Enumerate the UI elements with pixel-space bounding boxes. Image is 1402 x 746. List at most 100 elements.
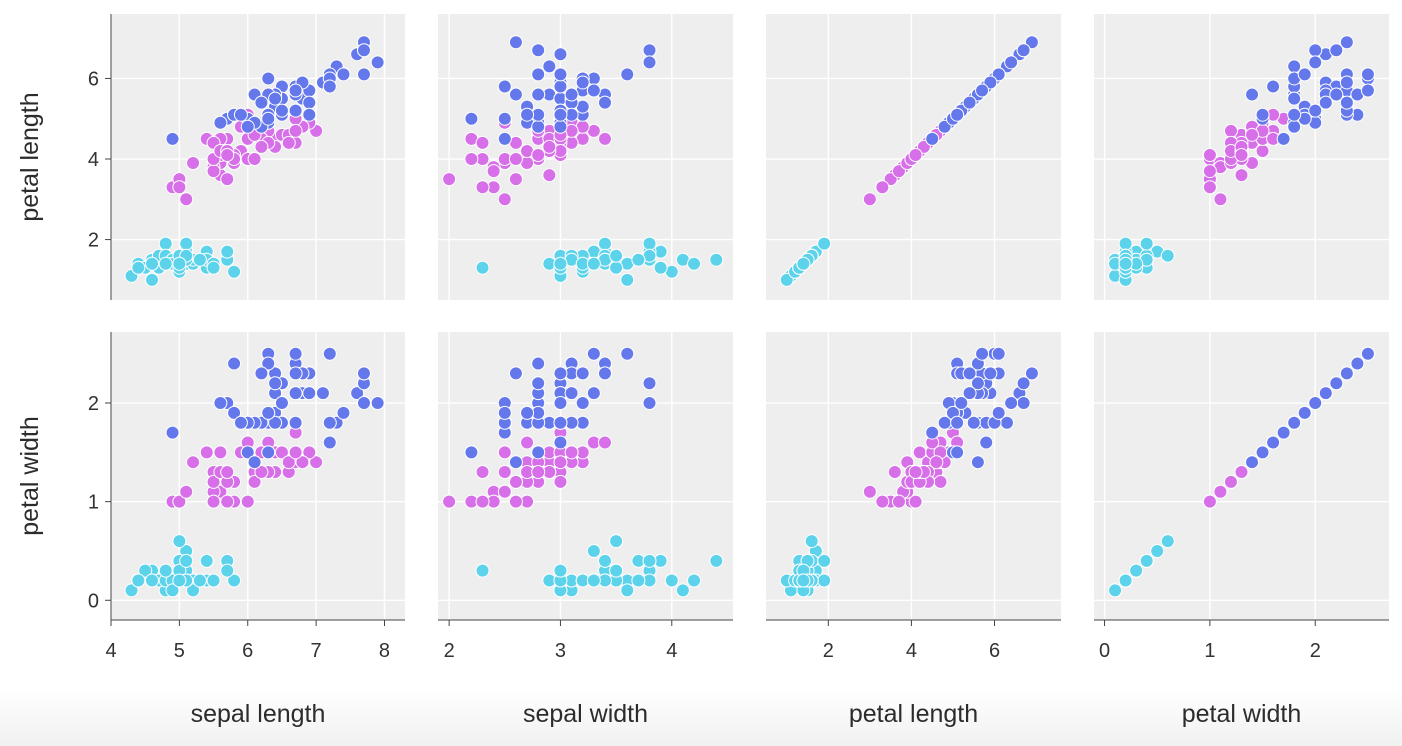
data-point-setosa [586, 256, 601, 271]
data-point-virginica [925, 425, 940, 440]
data-point-virginica [950, 107, 965, 122]
data-point-virginica [542, 59, 557, 74]
data-point-setosa [145, 272, 160, 287]
data-point-virginica [1245, 455, 1260, 470]
data-point-virginica [336, 405, 351, 420]
data-point-setosa [796, 256, 811, 271]
data-point-versicolor [1213, 484, 1228, 499]
data-point-virginica [227, 356, 242, 371]
data-point-setosa [687, 573, 702, 588]
data-point-virginica [553, 396, 568, 411]
data-point-virginica [620, 67, 635, 82]
data-point-virginica [1339, 95, 1354, 110]
data-point-virginica [1024, 366, 1039, 381]
data-point-setosa [172, 534, 187, 549]
data-point-setosa [192, 573, 207, 588]
data-point-setosa [475, 563, 490, 578]
data-point-versicolor [172, 494, 187, 509]
data-point-versicolor [908, 465, 923, 480]
data-point-setosa [172, 573, 187, 588]
x-tick-label: 3 [555, 640, 566, 662]
data-point-versicolor [1202, 180, 1217, 195]
data-point-setosa [642, 236, 657, 251]
data-point-virginica [336, 67, 351, 82]
data-point-virginica [315, 386, 330, 401]
data-point-virginica [497, 111, 512, 126]
x-tick-label: 5 [174, 640, 185, 662]
data-point-setosa [620, 583, 635, 598]
data-point-virginica [302, 386, 317, 401]
data-point-versicolor [475, 135, 490, 150]
data-point-virginica [950, 415, 965, 430]
data-point-setosa [553, 563, 568, 578]
data-point-versicolor [464, 152, 479, 167]
data-point-virginica [597, 366, 612, 381]
data-point-versicolor [597, 131, 612, 146]
data-point-virginica [322, 346, 337, 361]
data-point-virginica [1016, 376, 1031, 391]
data-point-versicolor [520, 435, 535, 450]
x-tick-label: 0 [1099, 640, 1110, 662]
data-point-virginica [586, 386, 601, 401]
data-point-versicolor [497, 465, 512, 480]
data-point-virginica [1245, 87, 1260, 102]
data-point-versicolor [1213, 192, 1228, 207]
data-point-virginica [597, 95, 612, 110]
data-point-versicolor [172, 180, 187, 195]
data-point-virginica [356, 396, 371, 411]
data-point-setosa [553, 256, 568, 271]
data-point-virginica [553, 47, 568, 62]
x-tick-label: 2 [823, 640, 834, 662]
data-point-versicolor [1234, 147, 1249, 162]
data-point-versicolor [553, 474, 568, 489]
data-point-virginica [531, 87, 546, 102]
y-tick-label: 2 [88, 393, 99, 415]
data-point-virginica [975, 346, 990, 361]
data-point-versicolor [206, 474, 221, 489]
x-axis-title-petal-width: petal width [1182, 700, 1302, 728]
data-point-virginica [962, 386, 977, 401]
x-tick-label: 4 [906, 640, 917, 662]
data-point-setosa [597, 236, 612, 251]
data-point-virginica [1308, 43, 1323, 58]
data-point-virginica [247, 455, 262, 470]
data-point-virginica [1350, 356, 1365, 371]
data-point-setosa [620, 272, 635, 287]
data-point-virginica [1329, 43, 1344, 58]
data-point-versicolor [247, 152, 262, 167]
data-point-setosa [1118, 256, 1133, 271]
data-point-versicolor [531, 465, 546, 480]
data-point-versicolor [288, 123, 303, 138]
x-tick-label: 4 [105, 640, 116, 662]
x-axis-title-sepal-length: sepal length [191, 700, 326, 728]
data-point-virginica [553, 119, 568, 134]
data-point-setosa [609, 534, 624, 549]
data-point-virginica [1360, 346, 1375, 361]
data-point-virginica [1339, 75, 1354, 90]
data-point-versicolor [220, 147, 235, 162]
x-tick-label: 8 [379, 640, 390, 662]
data-point-setosa [675, 583, 690, 598]
data-point-virginica [322, 79, 337, 94]
data-point-setosa [804, 534, 819, 549]
data-point-setosa [165, 583, 180, 598]
data-point-setosa [145, 256, 160, 271]
data-point-versicolor [1202, 494, 1217, 509]
data-point-virginica [954, 396, 969, 411]
data-point-virginica [950, 445, 965, 460]
data-point-virginica [531, 67, 546, 82]
data-point-setosa [131, 260, 146, 275]
data-point-virginica [642, 396, 657, 411]
data-point-versicolor [875, 180, 890, 195]
data-point-virginica [1276, 131, 1291, 146]
data-point-versicolor [1223, 123, 1238, 138]
data-point-virginica [1287, 91, 1302, 106]
data-point-virginica [302, 107, 317, 122]
data-point-setosa [664, 573, 679, 588]
data-point-virginica [1329, 376, 1344, 391]
x-tick-label: 6 [989, 640, 1000, 662]
data-point-virginica [1276, 425, 1291, 440]
data-point-virginica [288, 386, 303, 401]
data-point-versicolor [179, 192, 194, 207]
